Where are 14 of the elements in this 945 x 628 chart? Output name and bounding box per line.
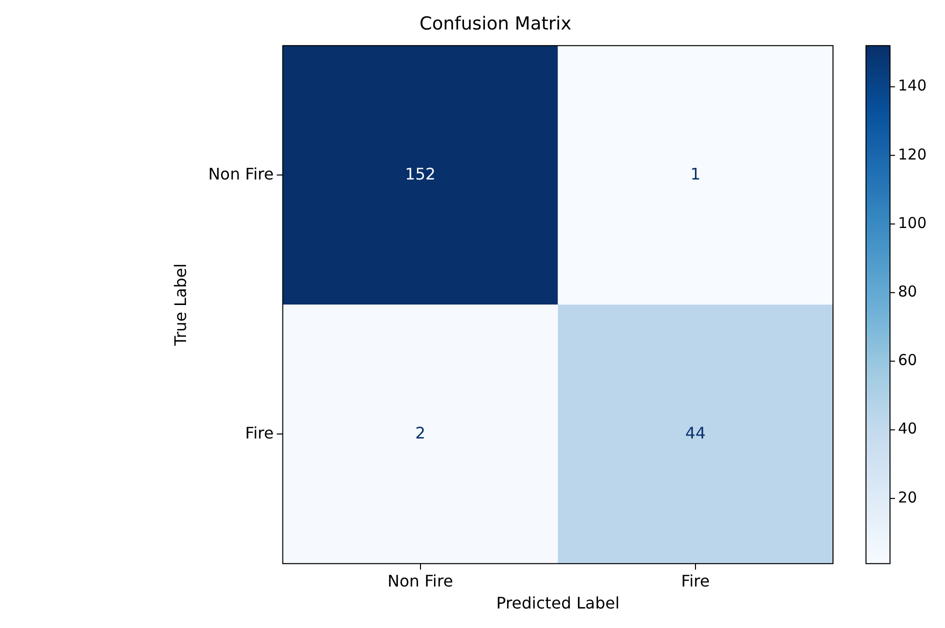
color-bar-label: 20: [898, 488, 918, 506]
color-bar-label: 80: [898, 282, 918, 300]
data-label: 152: [405, 164, 436, 184]
data-label: 2: [415, 423, 426, 442]
chart-title: Confusion Matrix: [420, 13, 572, 34]
color-bar-label: 140: [898, 76, 927, 95]
color-bar-label: 40: [898, 420, 918, 438]
color-bar-label: 100: [898, 214, 927, 232]
color-bar-label: 60: [898, 351, 918, 370]
color-bar-label: 120: [898, 145, 927, 164]
data-label: 1: [690, 164, 701, 184]
x-axis-title: Predicted Label: [496, 594, 620, 613]
y-axis-title: True Label: [170, 263, 190, 347]
data-label: 44: [685, 423, 706, 442]
